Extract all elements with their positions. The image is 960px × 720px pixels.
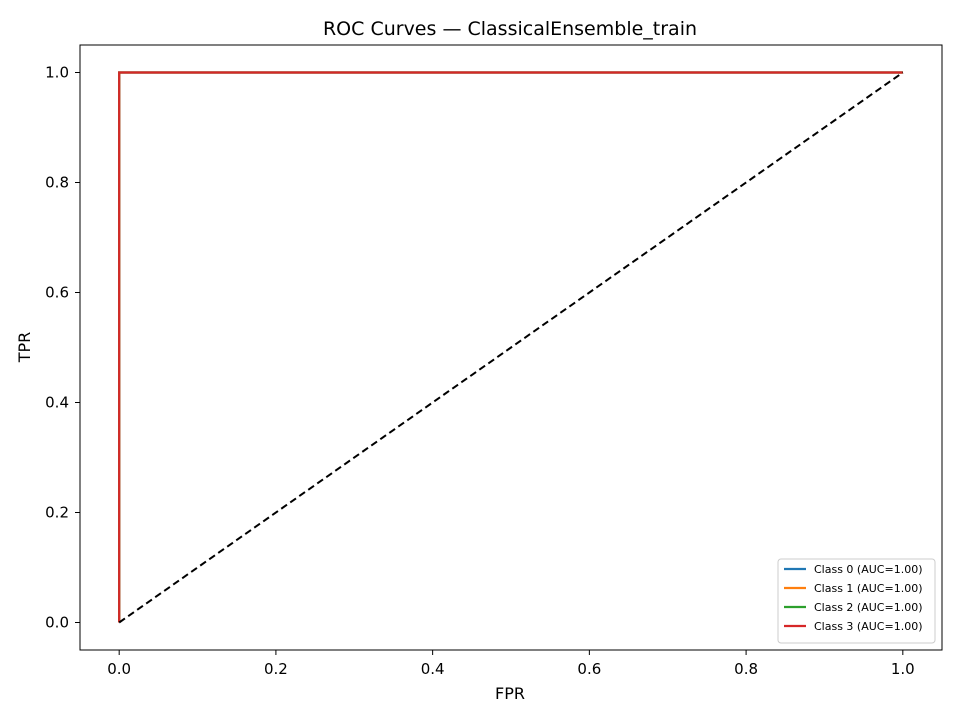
plot-area: 0.0 0.2 0.4 0.6 0.8 1.0 0.0 0.2 0.4 0.6 0.8 1.0 Clas…	[45, 44, 943, 678]
y-tick-label: 0.0	[45, 614, 69, 632]
x-tick-label: 0.8	[734, 660, 758, 678]
legend-label: Class 1 (AUC=1.00)	[814, 582, 922, 595]
chance-diagonal-line	[118, 71, 904, 624]
legend-label: Class 0 (AUC=1.00)	[814, 563, 922, 576]
axes-frame	[79, 44, 943, 651]
y-tick-label: 0.6	[45, 284, 69, 302]
legend-box	[777, 558, 936, 644]
y-tick-label: 1.0	[45, 64, 69, 82]
y-tick-label: 0.2	[45, 504, 69, 522]
x-tick-label: 1.0	[891, 660, 915, 678]
legend-label: Class 3 (AUC=1.00)	[814, 620, 922, 633]
chart-title: ROC Curves — ClassicalEnsemble_train	[323, 18, 697, 40]
y-tick-label: 0.4	[45, 394, 69, 412]
y-tick-label: 0.8	[45, 174, 69, 192]
legend-label: Class 2 (AUC=1.00)	[814, 601, 922, 614]
x-tick-label: 0.4	[421, 660, 445, 678]
x-tick-label: 0.2	[264, 660, 288, 678]
roc-curve-class-3	[118, 71, 903, 623]
x-tick-label: 0.0	[107, 660, 131, 678]
y-axis-label: TPR	[15, 332, 34, 364]
x-tick-label: 0.6	[577, 660, 601, 678]
x-axis-label: FPR	[495, 684, 525, 703]
